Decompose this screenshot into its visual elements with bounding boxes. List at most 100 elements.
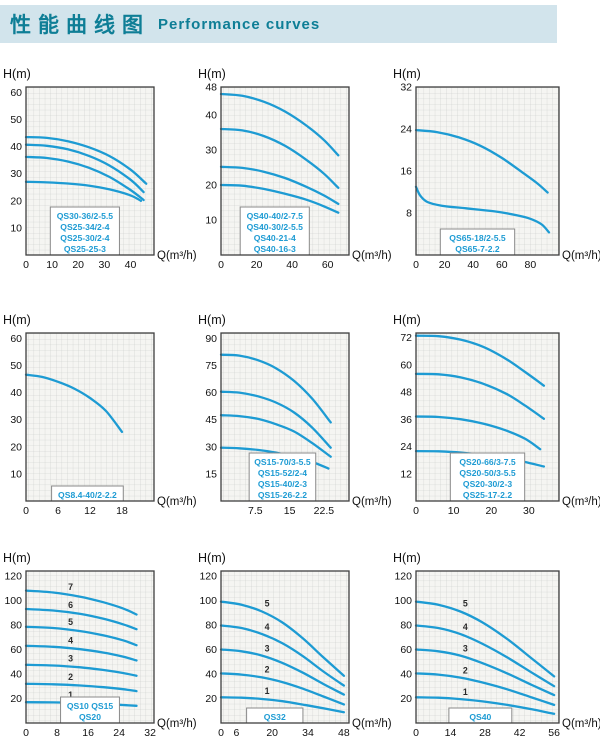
y-axis-tick-label: 48	[400, 387, 412, 399]
performance-chart-qs30-qs25: 10 20 30 40 50 60 0 10 20 30 40 H(m) Q(m³/h) QS30-36/…	[0, 65, 197, 311]
x-axis-tick-label: 56	[548, 727, 560, 739]
legend-line: QS20-30/2-3	[463, 479, 512, 489]
x-axis-tick-label: 20	[266, 727, 278, 739]
pump-curve-4	[24, 644, 138, 662]
legend-line: QS40	[469, 712, 491, 722]
pump-curve-5	[24, 625, 138, 647]
plot-border	[415, 332, 560, 502]
chart-svg: 20 40 60 80 100 120 0 14 28 42 56 H(m) Q(m³/h) 5 4 3 2 1 Q…	[393, 551, 600, 739]
plot-border	[220, 86, 350, 256]
x-axis-tick-label: 30	[523, 505, 535, 517]
legend-line: QS15-52/2-4	[258, 468, 307, 478]
legend-line: QS15-70/3-5.5	[254, 457, 311, 467]
pump-curve-qs40-21-4	[219, 165, 340, 206]
chart-svg: 10 20 30 40 48 0 20 40 60 H(m) Q(m³/h) QS40-40/2-7.…	[198, 67, 392, 271]
pump-curve-3	[414, 648, 556, 697]
pump-curve-7	[24, 589, 138, 616]
y-axis-tick-label: 100	[199, 595, 217, 607]
y-axis-tick-label: 50	[10, 360, 22, 372]
pump-curve-qs30-36-2-5.5	[24, 135, 148, 185]
legend-line: QS20	[79, 712, 101, 722]
legend-box	[449, 452, 526, 502]
y-axis-tick-label: 32	[400, 82, 412, 94]
x-axis-tick-label: 0	[23, 727, 29, 739]
x-axis-title: Q(m³/h)	[562, 718, 600, 730]
curve-number-label: 2	[265, 665, 270, 675]
x-axis-title: Q(m³/h)	[157, 250, 197, 262]
y-axis-tick-label: 12	[400, 468, 412, 480]
curve-number-label: 4	[463, 622, 468, 632]
chart-svg: 20 40 60 80 100 120 0 6 20 34 48 H(m) Q(m³/h) 5 4 3 2 1 QS…	[198, 551, 392, 739]
curve-number-label: 1	[68, 690, 73, 700]
legend-line: QS20-66/3-7.5	[459, 457, 516, 467]
pump-curve-5	[219, 600, 346, 677]
y-axis-title: H(m)	[393, 67, 421, 81]
y-axis-tick-label: 10	[205, 215, 217, 227]
y-axis-tick-label: 30	[10, 168, 22, 180]
y-axis-tick-label: 40	[10, 141, 22, 153]
x-axis-tick-label: 0	[23, 259, 29, 271]
curve-number-label: 3	[463, 643, 468, 653]
plot-area	[221, 571, 349, 723]
y-axis-tick-label: 36	[400, 414, 412, 426]
y-axis-title: H(m)	[198, 313, 226, 327]
x-axis-tick-label: 48	[338, 727, 350, 739]
x-axis-tick-label: 42	[514, 727, 526, 739]
legend-box	[439, 228, 516, 256]
y-axis-tick-label: 20	[10, 195, 22, 207]
plot-border	[220, 332, 350, 502]
y-axis-tick-label: 10	[10, 222, 22, 234]
pump-curve-qs25-34-2-4	[24, 143, 145, 194]
pump-curve-2	[414, 672, 556, 707]
pump-curve-5	[414, 600, 556, 678]
x-axis-tick-label: 7.5	[248, 505, 263, 517]
y-axis-tick-label: 40	[10, 387, 22, 399]
y-axis-tick-label: 10	[10, 468, 22, 480]
chart-legend: QS40	[448, 707, 513, 724]
pump-curve-qs65-7-2.2	[414, 185, 551, 234]
legend-box	[60, 696, 120, 724]
pump-curve-1	[414, 696, 556, 715]
x-axis-tick-label: 18	[116, 505, 128, 517]
y-axis-tick-label: 8	[406, 208, 412, 220]
pump-curve-3	[24, 663, 138, 677]
y-axis-tick-label: 20	[205, 180, 217, 192]
chart-svg: 15 30 45 60 75 90 7.5 15 22.5 H(m) Q(m³/h) QS15-70/…	[198, 313, 392, 517]
pump-curve-qs65-18-2-5.5	[414, 128, 549, 194]
chart-svg: 12 24 36 48 60 72 0 10 20 30 H(m) Q(m³/h) QS20-66/3-…	[393, 313, 600, 517]
y-axis-tick-label: 120	[4, 570, 22, 582]
y-axis-title: H(m)	[393, 313, 421, 327]
chart-legend: QS15-70/3-5.5QS15-52/2-4QS15-40/2-3QS15-…	[248, 452, 317, 502]
y-axis-tick-label: 120	[394, 570, 412, 582]
legend-line: QS10 QS15	[67, 701, 114, 711]
x-axis-tick-label: 8	[54, 727, 60, 739]
x-axis-title: Q(m³/h)	[352, 496, 392, 508]
y-axis-title: H(m)	[3, 551, 31, 565]
x-axis-tick-label: 40	[125, 259, 137, 271]
curve-number-label: 2	[68, 672, 73, 682]
legend-box	[239, 206, 310, 256]
y-axis-tick-label: 20	[10, 693, 22, 705]
x-axis-tick-label: 20	[72, 259, 84, 271]
pump-curve-1	[219, 696, 346, 714]
y-axis-tick-label: 80	[10, 619, 22, 631]
y-axis-tick-label: 60	[205, 644, 217, 656]
x-axis-tick-label: 10	[448, 505, 460, 517]
curve-number-label: 5	[463, 599, 468, 609]
performance-chart-qs20: 12 24 36 48 60 72 0 10 20 30 H(m) Q(m³/h) QS20-66/3-…	[390, 311, 600, 547]
x-axis-tick-label: 0	[23, 505, 29, 517]
y-axis-tick-label: 75	[205, 360, 217, 372]
pump-curve-qs25-30-2-4	[24, 155, 145, 202]
x-axis-tick-label: 60	[496, 259, 508, 271]
plot-border	[220, 570, 350, 724]
chart-legend: QS8.4-40/2-2.2	[51, 485, 124, 502]
y-axis-tick-label: 80	[205, 619, 217, 631]
chart-legend: QS32	[246, 707, 304, 724]
legend-line: QS15-26-2.2	[258, 490, 307, 500]
performance-chart-qs65: 8 16 24 32 0 20 40 60 80 H(m) Q(m³/h) QS65-18/2-5.5…	[390, 65, 600, 311]
x-axis-title: Q(m³/h)	[562, 496, 600, 508]
x-axis-tick-label: 20	[485, 505, 497, 517]
x-axis-tick-label: 6	[55, 505, 61, 517]
